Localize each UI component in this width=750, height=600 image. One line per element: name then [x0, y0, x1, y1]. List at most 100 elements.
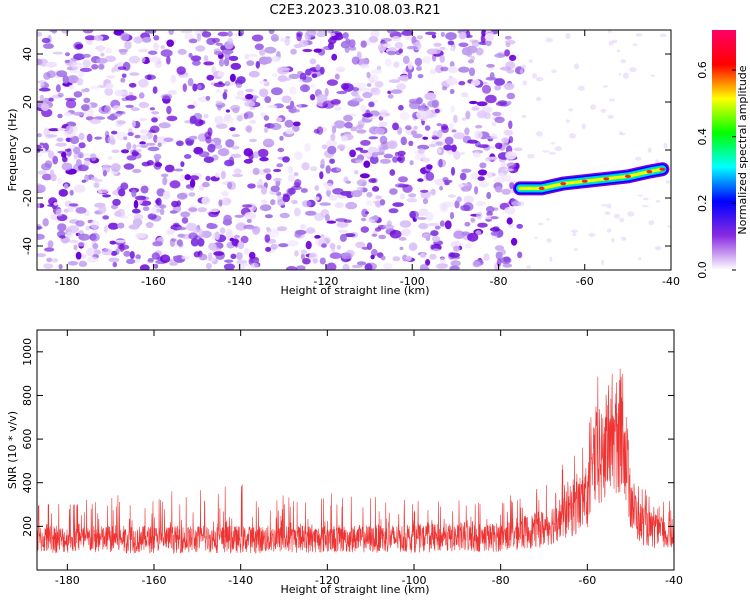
noise-blob: [501, 137, 509, 143]
noise-blob: [200, 230, 212, 238]
noise-blob: [65, 125, 74, 135]
noise-blob: [63, 183, 69, 190]
noise-blob: [619, 217, 625, 223]
noise-blob: [294, 207, 301, 217]
noise-blob: [392, 256, 401, 262]
noise-blob: [472, 151, 481, 158]
noise-blob: [415, 216, 420, 220]
noise-blob: [268, 30, 275, 35]
noise-blob: [573, 63, 580, 70]
noise-blob: [503, 256, 511, 263]
noise-blob: [439, 185, 444, 191]
noise-blob: [198, 228, 204, 238]
noise-blob: [313, 48, 322, 53]
noise-blob: [467, 139, 478, 144]
noise-blob: [486, 156, 498, 160]
noise-blob: [245, 88, 254, 93]
noise-blob: [133, 222, 139, 229]
noise-blob: [504, 206, 516, 215]
noise-blob: [648, 220, 655, 226]
noise-blob: [291, 199, 298, 205]
noise-blob: [244, 111, 254, 119]
noise-blob: [38, 87, 51, 92]
noise-blob: [502, 263, 513, 268]
noise-blob: [51, 30, 58, 34]
noise-blob: [506, 162, 516, 169]
noise-blob: [197, 84, 202, 90]
noise-blob: [236, 114, 244, 122]
noise-blob: [406, 45, 418, 50]
noise-blob: [453, 230, 465, 239]
noise-blob: [494, 78, 505, 86]
noise-blob: [551, 69, 557, 74]
noise-blob: [409, 210, 419, 219]
noise-blob: [476, 211, 483, 220]
noise-blob: [57, 128, 67, 132]
noise-blob: [170, 238, 177, 242]
noise-blob: [323, 45, 334, 51]
noise-blob: [217, 148, 230, 157]
noise-blob: [37, 170, 47, 175]
noise-blob: [52, 51, 64, 55]
noise-blob: [326, 139, 337, 148]
noise-blob: [371, 69, 383, 75]
noise-blob: [334, 202, 344, 209]
noise-blob: [231, 134, 241, 137]
noise-blob: [55, 142, 67, 147]
noise-blob: [296, 32, 302, 42]
noise-blob: [316, 94, 328, 103]
noise-blob: [334, 73, 340, 80]
colorbar-tick-label: 0.6: [696, 61, 709, 79]
noise-blob: [449, 252, 460, 258]
noise-blob: [372, 215, 379, 221]
noise-blob: [408, 193, 417, 198]
noise-blob: [601, 204, 608, 207]
noise-blob: [98, 106, 110, 114]
noise-blob: [123, 163, 135, 170]
noise-blob: [401, 30, 414, 36]
noise-blob: [407, 71, 412, 80]
noise-blob: [40, 82, 45, 87]
noise-blob: [117, 62, 123, 67]
noise-blob: [379, 158, 391, 164]
noise-blob: [335, 66, 346, 73]
noise-blob: [270, 56, 281, 62]
noise-blob: [224, 159, 235, 167]
noise-blob: [374, 127, 385, 135]
noise-blob: [177, 233, 186, 238]
noise-blob: [273, 168, 282, 173]
noise-blob: [149, 56, 161, 63]
noise-blob: [430, 188, 436, 196]
noise-blob: [550, 142, 556, 145]
noise-blob: [491, 121, 497, 127]
noise-blob: [64, 59, 71, 64]
noise-blob: [37, 203, 41, 209]
noise-blob: [394, 151, 399, 157]
noise-blob: [215, 89, 222, 93]
noise-blob: [188, 205, 198, 214]
noise-blob: [416, 110, 427, 119]
noise-blob: [368, 101, 375, 108]
noise-blob: [292, 125, 300, 132]
snr-ytick-label: 1000: [21, 338, 34, 366]
noise-blob: [101, 248, 113, 256]
snr-xlabel: Height of straight line (km): [280, 583, 429, 596]
noise-blob: [380, 255, 386, 261]
noise-blob: [37, 253, 46, 258]
noise-blob: [475, 201, 486, 207]
noise-blob: [464, 221, 471, 227]
noise-blob: [89, 85, 100, 90]
noise-blob: [146, 74, 152, 81]
noise-blob: [184, 154, 192, 159]
noise-blob: [53, 202, 58, 206]
noise-blob: [531, 73, 538, 79]
noise-blob: [129, 72, 140, 76]
noise-blob: [158, 122, 171, 129]
noise-blob: [483, 253, 490, 261]
noise-blob: [234, 96, 244, 100]
noise-blob: [387, 140, 398, 150]
noise-blob: [198, 185, 205, 191]
noise-blob: [418, 208, 429, 217]
noise-blob: [121, 73, 127, 78]
noise-blob: [368, 36, 379, 43]
